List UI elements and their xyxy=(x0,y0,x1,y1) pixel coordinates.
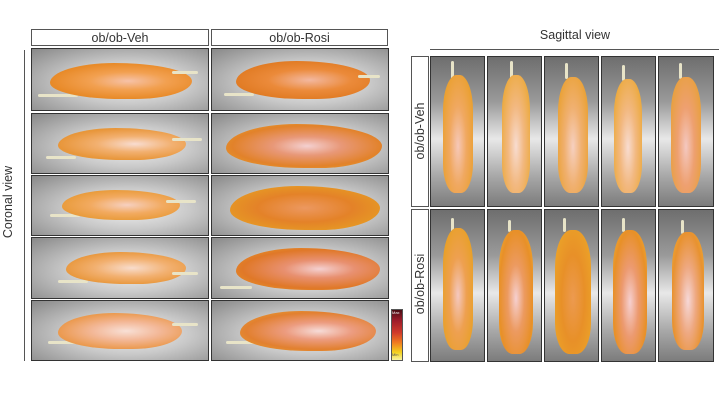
coronal-panel-rosi-2 xyxy=(211,113,389,174)
tail xyxy=(679,63,682,79)
mouse-render xyxy=(236,61,370,99)
tail xyxy=(220,286,252,289)
tail xyxy=(451,218,454,232)
sagittal-panel-rosi-2 xyxy=(487,209,542,362)
tail xyxy=(226,341,256,344)
colorbar-max-label: Max xyxy=(392,310,400,315)
tail xyxy=(563,218,566,232)
sagittal-row-label-rosi: ob/ob-Rosi xyxy=(413,253,427,315)
tail xyxy=(38,94,78,97)
mouse-render xyxy=(230,186,380,230)
coronal-panel-veh-2 xyxy=(31,113,209,174)
tail xyxy=(622,218,625,232)
sagittal-panel-veh-3 xyxy=(544,56,599,207)
tail xyxy=(358,75,380,78)
column-header-label: ob/ob-Rosi xyxy=(269,30,330,45)
sagittal-row-label-box-veh xyxy=(411,56,429,207)
tail xyxy=(172,272,198,275)
mouse-render xyxy=(236,248,380,290)
colorbar-min-label: Min xyxy=(392,352,399,357)
tail xyxy=(48,341,78,344)
sagittal-panel-veh-1 xyxy=(430,56,485,207)
mouse-render xyxy=(502,75,530,193)
coronal-column-header-rosi: ob/ob-Rosi xyxy=(211,29,388,46)
tail xyxy=(58,280,88,283)
tail xyxy=(565,63,568,79)
tail xyxy=(622,65,625,81)
mouse-render xyxy=(555,230,591,354)
tail xyxy=(508,220,511,232)
coronal-panel-veh-1 xyxy=(31,48,209,111)
tail xyxy=(681,220,684,234)
column-header-label: ob/ob-Veh xyxy=(91,30,149,45)
tail xyxy=(172,323,198,326)
mouse-render xyxy=(50,63,192,99)
coronal-panel-rosi-1 xyxy=(211,48,389,111)
tail xyxy=(224,93,254,96)
mouse-render xyxy=(66,252,186,284)
coronal-panel-veh-3 xyxy=(31,175,209,236)
mouse-render xyxy=(672,232,704,350)
sagittal-row-label-box-rosi xyxy=(411,209,429,362)
colorbar xyxy=(391,309,403,361)
mouse-render xyxy=(558,77,588,193)
coronal-column-header-veh: ob/ob-Veh xyxy=(31,29,209,46)
mouse-render xyxy=(62,190,180,220)
mouse-render xyxy=(58,128,186,160)
coronal-view-label: Coronal view xyxy=(1,165,15,239)
mouse-render xyxy=(240,311,376,351)
tail xyxy=(166,200,196,203)
coronal-panel-veh-5 xyxy=(31,300,209,361)
coronal-panel-rosi-3 xyxy=(211,175,389,236)
sagittal-panel-veh-5 xyxy=(658,56,714,207)
tail xyxy=(50,214,80,217)
tail xyxy=(451,61,454,79)
sagittal-panel-veh-2 xyxy=(487,56,542,207)
sagittal-panel-rosi-4 xyxy=(601,209,656,362)
mouse-render xyxy=(499,230,533,354)
mouse-render xyxy=(58,313,182,349)
tail xyxy=(172,71,198,74)
coronal-panel-veh-4 xyxy=(31,237,209,299)
mouse-render xyxy=(226,124,382,168)
tail xyxy=(172,138,202,141)
mouse-render xyxy=(614,79,642,193)
mouse-render xyxy=(443,75,473,193)
tail xyxy=(510,61,513,79)
sagittal-header-line xyxy=(430,49,719,50)
mouse-render xyxy=(443,228,473,350)
mouse-render xyxy=(613,230,647,354)
coronal-panel-rosi-4 xyxy=(211,237,389,299)
tail xyxy=(46,156,76,159)
sagittal-row-label-veh: ob/ob-Veh xyxy=(413,102,427,160)
sagittal-view-title: Sagittal view xyxy=(539,28,611,42)
sagittal-panel-rosi-3 xyxy=(544,209,599,362)
sagittal-panel-rosi-5 xyxy=(658,209,714,362)
coronal-bracket-line xyxy=(24,50,25,361)
mouse-render xyxy=(671,77,701,193)
coronal-panel-rosi-5 xyxy=(211,300,389,361)
sagittal-panel-rosi-1 xyxy=(430,209,485,362)
sagittal-panel-veh-4 xyxy=(601,56,656,207)
